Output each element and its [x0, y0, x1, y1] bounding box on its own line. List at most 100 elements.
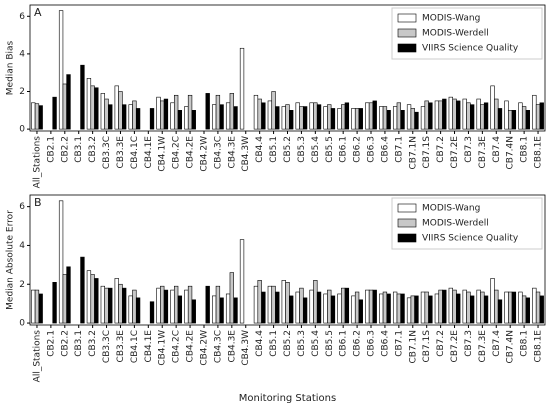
bar	[400, 293, 405, 324]
bar	[466, 291, 471, 324]
bar	[535, 291, 541, 324]
legend-label: VIIRS Science Quality	[422, 44, 519, 54]
x-tick-label: CB7.3	[464, 136, 474, 163]
bar	[80, 256, 85, 324]
bar	[428, 102, 433, 130]
bar	[212, 104, 217, 130]
bar	[90, 274, 95, 324]
bar	[149, 301, 155, 324]
x-tick-label: CB3.3C	[102, 330, 112, 363]
bar	[494, 289, 499, 324]
bar	[191, 299, 196, 324]
x-tick-label: CB4.1E	[144, 330, 154, 363]
bar	[149, 108, 155, 130]
legend-frame	[391, 197, 543, 250]
bar	[225, 293, 231, 324]
bar	[295, 102, 300, 130]
bar	[448, 96, 453, 130]
x-tick-label: CB5.4	[311, 330, 321, 357]
x-tick-label: CB7.3E	[478, 136, 488, 169]
x-tick-label: CB5.1	[269, 136, 279, 163]
bar	[438, 100, 443, 130]
bar	[428, 295, 433, 324]
bar	[132, 100, 137, 130]
x-tick-label: CB7.4N	[506, 136, 516, 170]
bar	[316, 104, 322, 130]
bar	[368, 102, 374, 130]
bar	[31, 102, 36, 130]
bar	[337, 108, 342, 130]
bar	[261, 102, 266, 130]
bar	[160, 100, 165, 130]
x-tick-label: CB4.3W	[241, 136, 251, 172]
bar	[219, 297, 224, 324]
bar	[456, 293, 461, 324]
legend-label: MODIS-Wang	[422, 204, 480, 214]
bar	[313, 102, 318, 130]
x-tick-label: CB4.3E	[227, 136, 237, 169]
bar	[511, 291, 517, 324]
bar	[52, 282, 57, 324]
bar	[239, 47, 245, 130]
bar	[90, 85, 95, 130]
bar	[483, 295, 489, 324]
bar	[490, 278, 495, 324]
x-tick-label: CB3.3E	[116, 136, 126, 169]
bar	[239, 239, 245, 324]
x-tick-label: CB7.3	[464, 330, 474, 357]
bar	[108, 104, 113, 130]
bar	[261, 291, 266, 324]
bar	[184, 289, 189, 324]
bar	[205, 285, 210, 324]
bar	[128, 104, 133, 130]
bar	[177, 110, 183, 130]
bar	[233, 297, 238, 324]
x-tick-label: CB4.2W	[199, 330, 209, 366]
bar	[271, 91, 276, 130]
y-tick-label: 6	[19, 202, 25, 212]
bar	[525, 297, 530, 324]
bar	[135, 108, 141, 130]
bar	[344, 287, 350, 324]
x-tick-label: All_Stations	[32, 136, 42, 189]
bar	[52, 96, 57, 130]
bar	[173, 94, 179, 130]
bar	[62, 83, 67, 130]
bar	[132, 289, 137, 324]
legend-swatch	[397, 28, 417, 38]
bar	[285, 282, 290, 324]
y-tick-label: 4	[19, 241, 25, 251]
x-tick-label: CB7.3E	[478, 330, 488, 363]
x-tick-label: CB7.1S	[422, 136, 432, 169]
x-tick-label: CB7.4	[492, 136, 502, 163]
bar	[521, 295, 527, 324]
bar	[271, 285, 276, 324]
bar	[38, 105, 43, 130]
bar	[382, 291, 388, 324]
bar	[31, 289, 36, 324]
bar	[285, 104, 290, 130]
bar	[525, 110, 530, 130]
bar	[379, 293, 384, 324]
bar	[466, 102, 471, 130]
y-tick-label: 4	[19, 49, 25, 59]
bar	[392, 106, 398, 130]
bar	[104, 287, 109, 324]
bar	[275, 291, 280, 324]
x-tick-label: CB2.1	[46, 330, 56, 357]
bar	[497, 299, 503, 324]
bar	[100, 285, 105, 324]
y-axis-label: Median Bias	[6, 40, 16, 95]
x-tick-label: CB4.2C	[172, 136, 182, 169]
bar	[257, 98, 262, 130]
bar	[424, 291, 429, 324]
x-tick-label: CB5.5	[325, 136, 335, 163]
x-tick-label: CB8.1	[520, 136, 530, 163]
x-tick-label: CB5.3	[297, 136, 307, 163]
bar	[219, 104, 224, 130]
x-tick-label: CB5.3	[297, 330, 307, 357]
bar	[289, 295, 294, 324]
x-tick-label: CB3.2	[88, 136, 98, 163]
bar	[535, 104, 541, 130]
x-tick-label: CB3.3C	[102, 136, 112, 169]
